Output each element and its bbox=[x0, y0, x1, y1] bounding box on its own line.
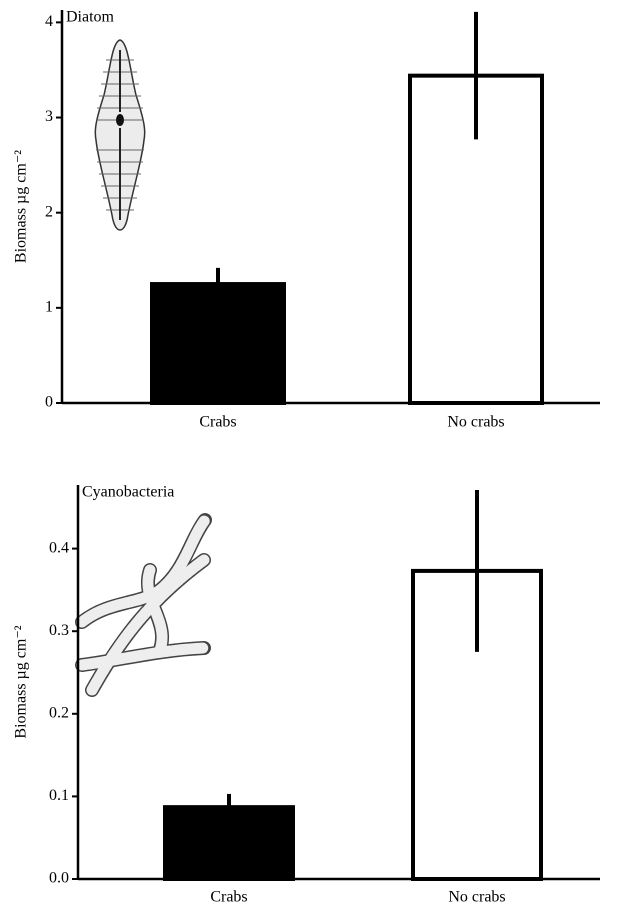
panel-title: Cyanobacteria bbox=[82, 484, 174, 501]
x-tick-label: Crabs bbox=[210, 889, 247, 906]
y-tick-label: 1 bbox=[45, 299, 53, 316]
bar bbox=[150, 282, 286, 406]
cyanobacteria-illustration bbox=[75, 513, 212, 697]
y-axis-label: Biomass µg cm⁻² bbox=[13, 625, 30, 738]
y-tick-label: 0.3 bbox=[49, 622, 69, 639]
y-axis-label: Biomass µg cm⁻² bbox=[13, 150, 30, 263]
diatom-illustration bbox=[94, 39, 146, 231]
y-tick-label: 3 bbox=[45, 108, 53, 125]
y-tick-label: 0.2 bbox=[49, 704, 69, 721]
panel-title: Diatom bbox=[66, 9, 115, 26]
y-tick-label: 0.4 bbox=[49, 539, 69, 556]
y-tick-label: 0.1 bbox=[49, 787, 69, 804]
y-tick-label: 0.0 bbox=[49, 870, 69, 887]
x-tick-label: Crabs bbox=[199, 414, 236, 431]
y-tick-label: 4 bbox=[45, 13, 53, 30]
y-tick-label: 0 bbox=[45, 394, 53, 411]
y-tick-label: 2 bbox=[45, 203, 53, 220]
x-tick-label: No crabs bbox=[448, 889, 505, 906]
x-tick-label: No crabs bbox=[447, 414, 504, 431]
